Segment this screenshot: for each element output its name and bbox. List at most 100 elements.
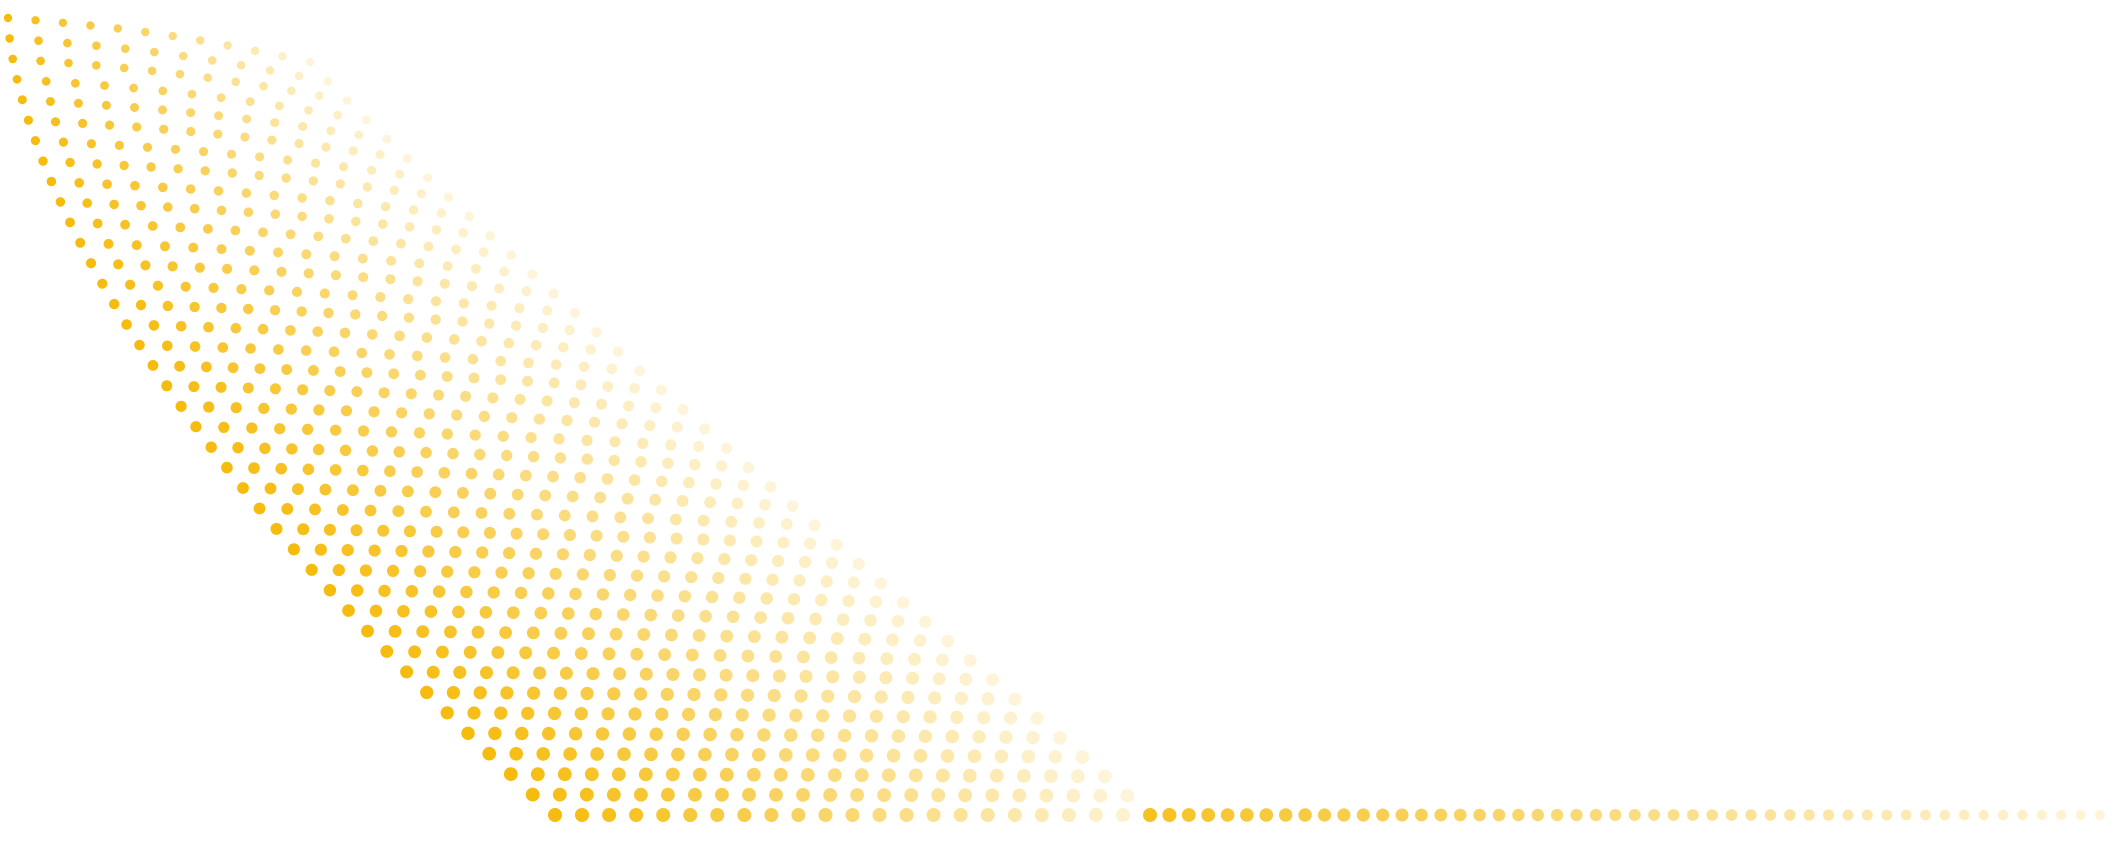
wave-dot (506, 250, 517, 260)
wave-dot (63, 38, 72, 48)
wave-dot (556, 548, 570, 561)
wave-dot (286, 443, 298, 455)
wave-dot (296, 306, 307, 317)
wave-dot (92, 159, 102, 169)
wave-dot (514, 393, 526, 405)
wave-dot (606, 787, 621, 802)
wave-dot (38, 156, 48, 166)
wave-dot (688, 787, 702, 802)
wave-dot (725, 515, 738, 528)
wave-tail-dot (1861, 809, 1873, 821)
wave-dot (150, 47, 159, 57)
wave-dot (378, 584, 391, 598)
wave-dot (550, 359, 562, 371)
wave-dot (779, 748, 793, 762)
wave-dot (351, 216, 361, 227)
wave-tail-dot (1473, 808, 1486, 822)
wave-dot (510, 527, 523, 540)
wave-dot (630, 569, 644, 582)
wave-dot (130, 103, 139, 112)
wave-dot (510, 320, 522, 331)
wave-dot (134, 339, 145, 351)
wave-dot (168, 31, 177, 41)
wave-dot (186, 126, 196, 137)
wave-dot (918, 729, 932, 743)
wave-tail-dot (1900, 809, 1912, 821)
wave-dot (972, 730, 986, 744)
wave-dot (926, 808, 941, 822)
wave-dot (569, 587, 582, 601)
wave-dot (216, 205, 227, 216)
wave-dot (830, 538, 843, 551)
wave-dot (186, 108, 196, 118)
wave-dot (304, 106, 313, 115)
wave-dot (581, 434, 593, 446)
wave-dot (830, 632, 844, 645)
wave-dot (682, 707, 696, 722)
wave-dot (189, 203, 200, 214)
wave-dot (470, 263, 481, 274)
wave-tail-dot (1706, 809, 1718, 821)
wave-dot (671, 609, 685, 622)
wave-dot (558, 509, 571, 522)
wave-dot (715, 787, 729, 802)
wave-dot (537, 322, 549, 334)
wave-dot (50, 117, 61, 127)
wave-dot (683, 476, 695, 489)
wave-dot (190, 421, 202, 433)
wave-dot (742, 787, 756, 802)
wave-dot (564, 324, 575, 336)
wave-dot (319, 288, 330, 299)
wave-dot (703, 727, 717, 742)
wave-dot (269, 383, 281, 395)
wave-dot (408, 645, 421, 659)
wave-tail-dot (1881, 809, 1893, 821)
wave-dot (223, 41, 232, 50)
wave-dot (534, 606, 548, 620)
wave-tail-dot (1298, 808, 1312, 822)
wave-dot (491, 646, 505, 659)
wave-tail-dot (2017, 809, 2028, 821)
wave-dot (474, 448, 486, 461)
wave-dot (638, 767, 653, 782)
wave-dot (101, 100, 111, 110)
wave-dot (710, 478, 722, 490)
wave-dot (92, 41, 101, 50)
wave-dot (329, 464, 342, 476)
wave-dot (541, 395, 553, 407)
wave-dot (664, 551, 677, 564)
wave-dot (827, 768, 842, 782)
wave-dot (899, 808, 914, 822)
wave-dot (613, 667, 627, 681)
wave-tail-dot (1784, 809, 1796, 821)
wave-dot (401, 485, 414, 498)
wave-dot (478, 247, 489, 258)
wave-dot (764, 808, 779, 822)
wave-dot (30, 136, 40, 146)
wave-dot (869, 709, 884, 723)
wave-dot (611, 767, 626, 782)
wave-dot (36, 56, 45, 66)
wave-dot (361, 367, 373, 378)
wave-dot (649, 727, 663, 741)
wave-dot (989, 768, 1004, 783)
wave-dot (92, 61, 101, 70)
wave-dot (189, 341, 201, 352)
wave-dot (430, 296, 442, 307)
wave-dot (45, 97, 55, 106)
wave-dot (726, 610, 740, 624)
wave-dot (1097, 769, 1112, 784)
wave-dot (980, 808, 995, 822)
wave-dot (341, 544, 354, 557)
wave-dot (568, 727, 583, 741)
wave-dot (614, 511, 627, 524)
wave-dot (799, 669, 813, 683)
wave-dot (602, 647, 616, 661)
wave-dot (705, 590, 719, 604)
wave-dot (452, 605, 465, 619)
wave-dot (389, 185, 399, 195)
wave-dot (874, 577, 888, 590)
wave-dot (423, 173, 433, 183)
wave-dot (249, 265, 260, 276)
wave-dot (488, 726, 502, 741)
